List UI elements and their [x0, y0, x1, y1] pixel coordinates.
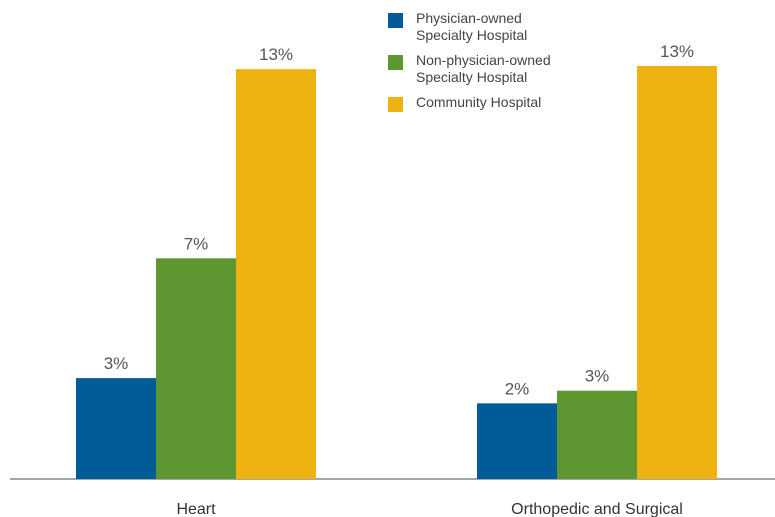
value-label: 3% [104, 354, 129, 373]
legend-label: Community Hospital [416, 94, 542, 110]
value-label: 7% [184, 234, 209, 253]
legend-item: Community Hospital [388, 94, 588, 112]
legend-item: Non-physician-owned Specialty Hospital [388, 52, 588, 86]
bar [76, 378, 156, 479]
x-tick-label: Heart [176, 501, 216, 517]
legend: Physician-owned Specialty Hospital Non-ph… [388, 10, 588, 120]
legend-swatch [388, 97, 403, 112]
value-label: 13% [660, 42, 694, 61]
value-label: 2% [505, 379, 530, 398]
bar [557, 390, 637, 479]
legend-label: Physician-owned Specialty Hospital [416, 10, 528, 43]
legend-swatch [388, 13, 403, 28]
bar [236, 69, 316, 479]
bar [477, 403, 557, 479]
bar [637, 66, 717, 479]
legend-item: Physician-owned Specialty Hospital [388, 10, 588, 44]
value-label: 13% [259, 45, 293, 64]
legend-swatch [388, 55, 403, 70]
legend-label: Non-physician-owned Specialty Hospital [416, 52, 551, 85]
bar [156, 258, 236, 479]
x-tick-label: Orthopedic and Surgical [511, 501, 683, 517]
value-label: 3% [585, 367, 610, 386]
